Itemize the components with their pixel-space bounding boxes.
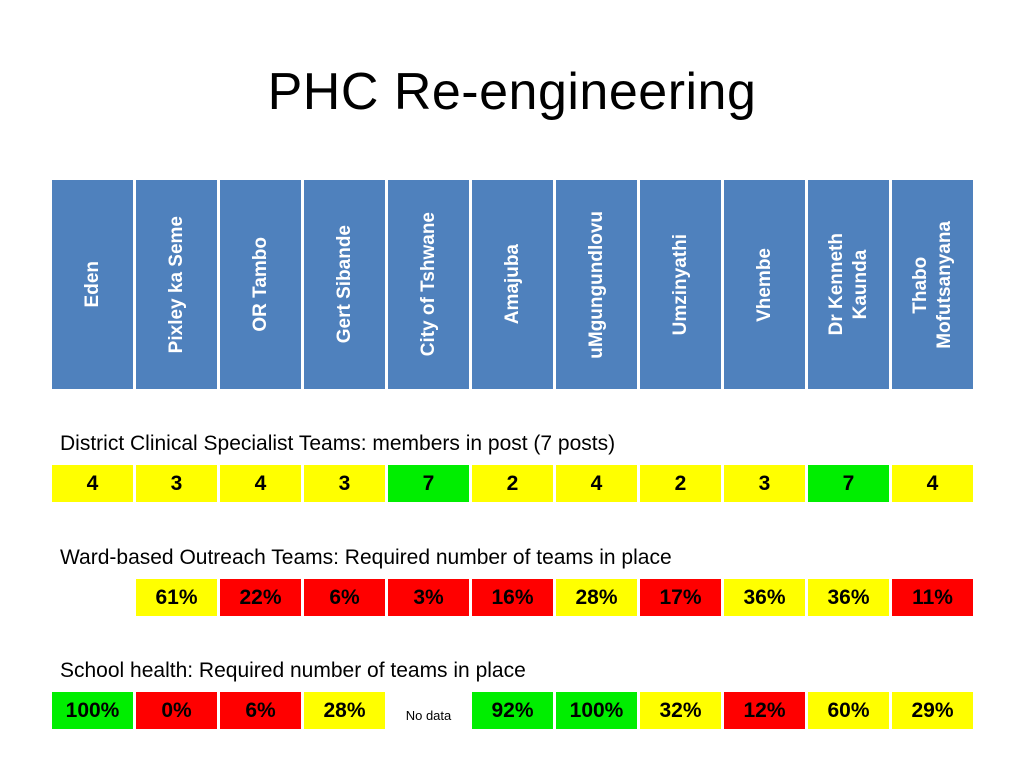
school-health-section-label: School health: Required number of teams … bbox=[60, 659, 526, 682]
value-cell: 17% bbox=[640, 579, 721, 616]
district-name: Gert Sibande bbox=[333, 225, 355, 344]
value-cell: 3% bbox=[388, 579, 469, 616]
value-cell: 16% bbox=[472, 579, 553, 616]
school-health-value-row: 100% 0% 6% 28% No data 92% 100% 32% 12% … bbox=[52, 692, 973, 729]
district-header-cell: Umzinyathi bbox=[640, 180, 721, 389]
district-header-cell: Vhembe bbox=[724, 180, 805, 389]
district-header-cell: OR Tambo bbox=[220, 180, 301, 389]
district-header-cell: Dr Kenneth Kaunda bbox=[808, 180, 889, 389]
district-name: Dr Kenneth Kaunda bbox=[825, 233, 871, 336]
value-cell: 29% bbox=[892, 692, 973, 729]
dcst-section-label: District Clinical Specialist Teams: memb… bbox=[60, 432, 616, 455]
dcst-value-row: 4 3 4 3 7 2 4 2 3 7 4 bbox=[52, 465, 973, 502]
value-cell: 3 bbox=[724, 465, 805, 502]
value-cell: 3 bbox=[136, 465, 217, 502]
value-cell: 100% bbox=[556, 692, 637, 729]
district-name: Amajuba bbox=[501, 244, 523, 325]
district-header-cell: Thabo Mofutsanyana bbox=[892, 180, 973, 389]
value-cell: 4 bbox=[892, 465, 973, 502]
district-header-cell: Gert Sibande bbox=[304, 180, 385, 389]
value-cell: 12% bbox=[724, 692, 805, 729]
district-name: uMgungundlovu bbox=[585, 210, 607, 359]
value-cell: 7 bbox=[388, 465, 469, 502]
value-cell: 4 bbox=[220, 465, 301, 502]
district-header-cell: uMgungundlovu bbox=[556, 180, 637, 389]
district-name: Vhembe bbox=[753, 247, 775, 322]
district-name: Thabo Mofutsanyana bbox=[909, 220, 955, 349]
no-data-cell: No data bbox=[405, 708, 452, 723]
value-cell: 61% bbox=[136, 579, 217, 616]
wbot-value-row: 61% 22% 6% 3% 16% 28% 17% 36% 36% 11% bbox=[52, 579, 973, 616]
slide-title: PHC Re-engineering bbox=[267, 63, 757, 121]
value-cell: 28% bbox=[556, 579, 637, 616]
value-cell: 2 bbox=[640, 465, 721, 502]
value-cell: 3 bbox=[304, 465, 385, 502]
value-cell: 4 bbox=[52, 465, 133, 502]
value-cell: 6% bbox=[304, 579, 385, 616]
value-cell: 36% bbox=[808, 579, 889, 616]
value-cell: 0% bbox=[136, 692, 217, 729]
value-cell: 100% bbox=[52, 692, 133, 729]
value-cell: 60% bbox=[808, 692, 889, 729]
district-header-cell: Pixley ka Seme bbox=[136, 180, 217, 389]
value-cell: 7 bbox=[808, 465, 889, 502]
value-cell: 22% bbox=[220, 579, 301, 616]
district-name: City of Tshwane bbox=[417, 212, 439, 357]
value-cell: 11% bbox=[892, 579, 973, 616]
value-cell: 28% bbox=[304, 692, 385, 729]
value-cell: 6% bbox=[220, 692, 301, 729]
district-header-row: Eden Pixley ka Seme OR Tambo Gert Siband… bbox=[52, 180, 973, 389]
value-cell: 36% bbox=[724, 579, 805, 616]
value-cell: 92% bbox=[472, 692, 553, 729]
district-name: Pixley ka Seme bbox=[165, 215, 187, 354]
district-header-cell: Amajuba bbox=[472, 180, 553, 389]
district-name: Eden bbox=[81, 261, 103, 308]
district-header-cell: Eden bbox=[52, 180, 133, 389]
district-header-cell: City of Tshwane bbox=[388, 180, 469, 389]
district-name: OR Tambo bbox=[249, 237, 271, 332]
value-cell: 2 bbox=[472, 465, 553, 502]
value-cell: 4 bbox=[556, 465, 637, 502]
district-name: Umzinyathi bbox=[669, 233, 691, 336]
value-cell bbox=[52, 579, 133, 616]
wbot-section-label: Ward-based Outreach Teams: Required numb… bbox=[60, 546, 672, 569]
value-cell: 32% bbox=[640, 692, 721, 729]
